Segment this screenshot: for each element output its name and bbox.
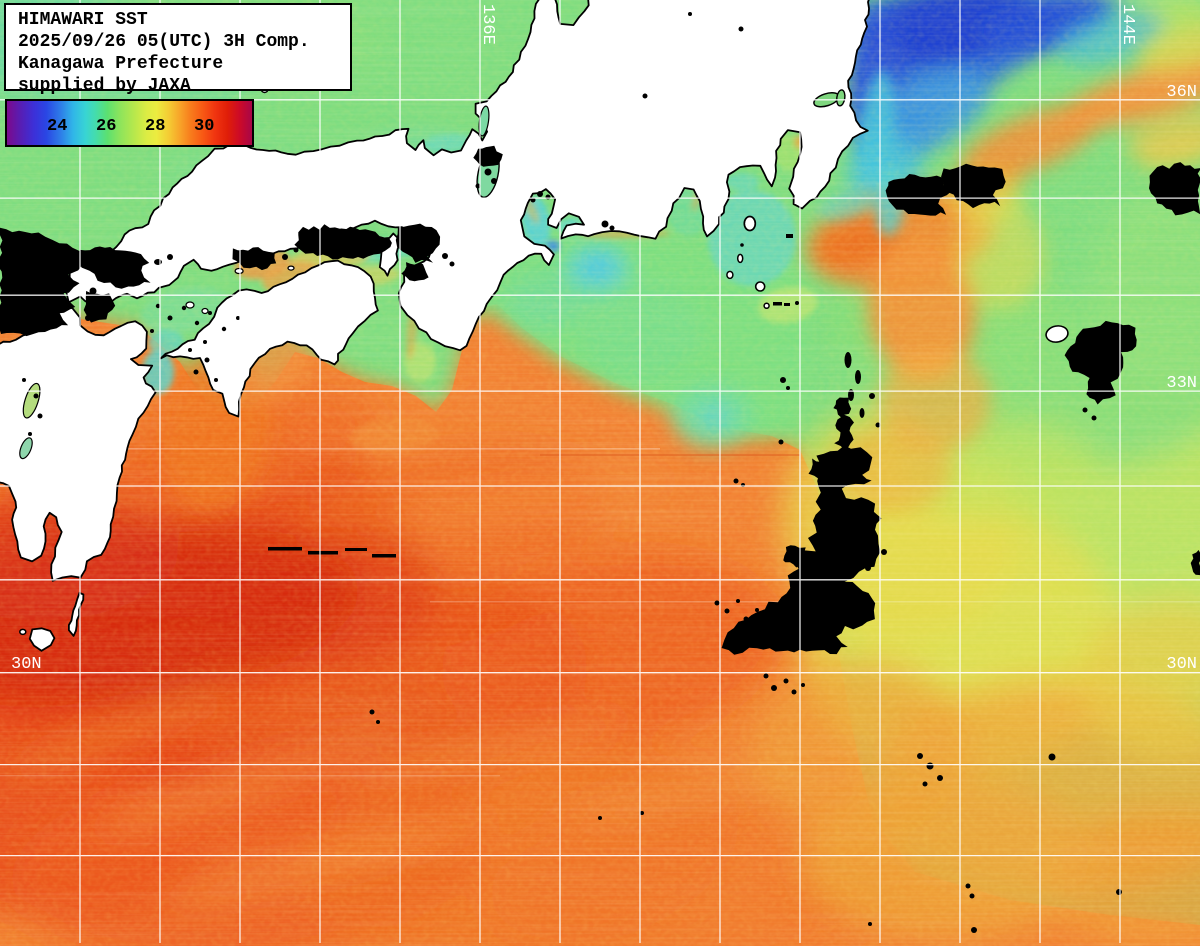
svg-text:30N: 30N [11, 655, 42, 674]
svg-text:144E: 144E [1118, 4, 1137, 45]
svg-text:136E: 136E [478, 4, 497, 45]
svg-text:30N: 30N [1166, 655, 1197, 674]
svg-text:33N: 33N [1166, 374, 1197, 393]
svg-text:36N: 36N [1166, 83, 1197, 102]
